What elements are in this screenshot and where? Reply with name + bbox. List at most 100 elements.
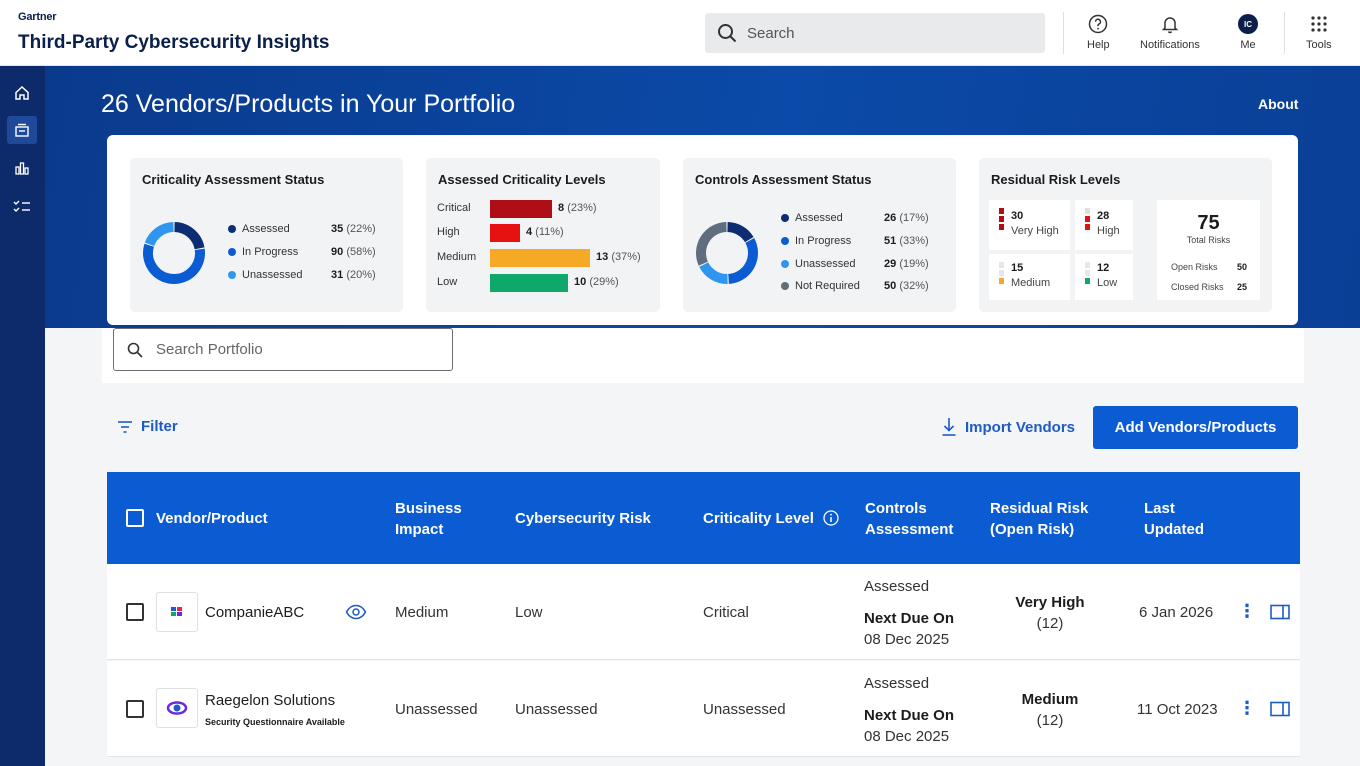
- column-residual-risk[interactable]: Residual Risk (Open Risk): [990, 500, 1089, 538]
- side-panel-icon[interactable]: [1270, 604, 1290, 620]
- top-header: Gartner Third-Party Cybersecurity Insigh…: [0, 0, 1360, 66]
- controls-status-slice-unassessed: [699, 262, 728, 284]
- home-icon: [15, 85, 29, 100]
- controls-status-donut: [696, 222, 758, 284]
- controls-assessment-value: Assessed Next Due On 08 Dec 2025: [864, 578, 955, 648]
- legend-in-progress-value: 90 (58%): [331, 246, 376, 258]
- me-button[interactable]: IC Me: [1238, 14, 1258, 51]
- legend-assessed-value: 35 (22%): [331, 223, 376, 235]
- filter-button[interactable]: Filter: [117, 418, 178, 435]
- criticality-status-slice-assessed: [174, 222, 205, 250]
- controls-status-slice-assessed: [727, 222, 754, 243]
- criticality-status-slice-in-progress: [143, 243, 205, 284]
- legend-unassessed-value: 31 (20%): [331, 269, 376, 281]
- business-impact-value: Medium: [395, 604, 449, 621]
- risk-low[interactable]: 12 Low: [1075, 254, 1133, 300]
- nav-analytics[interactable]: [7, 154, 37, 182]
- business-impact-value: Unassessed: [395, 701, 478, 718]
- risk-high[interactable]: 28 High: [1075, 200, 1133, 250]
- panel-title: Assessed Criticality Levels: [438, 172, 606, 187]
- bar-value-critical: 8 (23%): [558, 202, 597, 214]
- info-icon[interactable]: [823, 510, 839, 526]
- residual-risk-value: Medium (12): [1021, 691, 1079, 729]
- criticality-level-value: Critical: [703, 604, 749, 621]
- vendor-name[interactable]: Raegelon Solutions: [205, 692, 336, 709]
- risk-medium[interactable]: 15 Medium: [989, 254, 1070, 300]
- column-controls-assessment[interactable]: Controls Assessment: [865, 500, 954, 538]
- row-checkbox[interactable]: [126, 700, 144, 718]
- risk-medium-value: 15: [1011, 262, 1024, 274]
- about-link[interactable]: About: [1258, 96, 1299, 112]
- total-risks-box[interactable]: 75 Total Risks Open Risks 50 Closed Risks…: [1157, 200, 1260, 300]
- controls-status-slice-not-required: [696, 222, 727, 266]
- residual-risk-panel[interactable]: Residual Risk Levels 30 Very High 28 Hig…: [979, 158, 1272, 312]
- risk-very-high-value: 30: [1011, 210, 1024, 222]
- vendor-subtitle: Security Questionnaire Available: [205, 717, 345, 727]
- cybersecurity-risk-value: Low: [515, 604, 543, 621]
- table-row[interactable]: CompanieABC Medium Low Critical Assessed…: [107, 564, 1300, 660]
- bar-chart-icon: [15, 162, 29, 175]
- header-divider: [1063, 12, 1064, 54]
- import-vendors-button[interactable]: Import Vendors: [941, 417, 1075, 437]
- vendor-logo: [156, 592, 198, 632]
- tools-button[interactable]: Tools: [1306, 14, 1332, 51]
- me-label: Me: [1240, 39, 1256, 51]
- help-icon: [1089, 14, 1108, 34]
- add-vendors-button[interactable]: Add Vendors/Products: [1093, 406, 1298, 449]
- risk-low-label: Low: [1097, 277, 1118, 289]
- risk-low-value: 12: [1097, 262, 1110, 274]
- global-search-input[interactable]: [747, 24, 1027, 42]
- bar-label-medium: Medium: [437, 251, 477, 263]
- nav-portfolio[interactable]: [7, 116, 37, 144]
- side-panel-icon[interactable]: [1270, 701, 1290, 717]
- notifications-button[interactable]: Notifications: [1140, 14, 1200, 51]
- criticality-status-panel[interactable]: Criticality Assessment Status Assessed 3…: [130, 158, 403, 312]
- table-row[interactable]: Raegelon Solutions Security Questionnair…: [107, 661, 1300, 757]
- controls-status-panel[interactable]: Controls Assessment Status Assessed 26 (…: [683, 158, 956, 312]
- column-criticality-level[interactable]: Criticality Level: [703, 510, 814, 527]
- last-updated-value: 6 Jan 2026: [1139, 604, 1214, 621]
- app-title[interactable]: Third-Party Cybersecurity Insights: [18, 32, 330, 53]
- criticality-level-value: Unassessed: [703, 701, 786, 718]
- import-vendors-label: Import Vendors: [965, 418, 1076, 436]
- page-title: 26 Vendors/Products in Your Portfolio: [101, 90, 516, 118]
- risk-high-value: 28: [1097, 210, 1110, 222]
- risk-medium-label: Medium: [1011, 277, 1051, 289]
- bar-critical: [490, 200, 552, 218]
- column-business-impact[interactable]: Business Impact: [395, 500, 462, 538]
- bar-medium: [490, 249, 590, 267]
- vendor-logo: [156, 688, 198, 728]
- risk-very-high[interactable]: 30 Very High: [989, 200, 1070, 250]
- bar-low: [490, 274, 568, 292]
- nav-home[interactable]: [7, 79, 37, 107]
- legend-unassessed-value: 29 (19%): [884, 258, 929, 270]
- last-updated-value: 11 Oct 2023: [1137, 701, 1218, 718]
- panel-title: Criticality Assessment Status: [142, 172, 325, 187]
- controls-assessment-value: Assessed Next Due On 08 Dec 2025: [864, 675, 955, 745]
- checklist-icon: [13, 200, 30, 212]
- legend-not-required: Not Required: [781, 280, 860, 292]
- row-menu-icon[interactable]: ⋮: [1238, 698, 1256, 718]
- column-cybersecurity-risk[interactable]: Cybersecurity Risk: [515, 510, 651, 527]
- portfolio-search-input[interactable]: [156, 341, 436, 358]
- eye-icon[interactable]: [345, 604, 367, 620]
- global-search[interactable]: [705, 13, 1045, 53]
- bar-label-high: High: [437, 226, 460, 238]
- legend-assessed: Assessed: [781, 212, 843, 224]
- row-checkbox[interactable]: [126, 603, 144, 621]
- select-all-checkbox[interactable]: [126, 509, 144, 527]
- portfolio-search[interactable]: [113, 328, 453, 371]
- nav-tasks[interactable]: [7, 192, 37, 220]
- open-risks: Open Risks 50: [1171, 262, 1247, 272]
- vendor-name[interactable]: CompanieABC: [205, 604, 305, 621]
- column-last-updated[interactable]: Last Updated: [1144, 500, 1204, 538]
- search-icon: [718, 24, 737, 43]
- help-button[interactable]: Help: [1087, 14, 1110, 51]
- row-menu-icon[interactable]: ⋮: [1238, 601, 1256, 621]
- bar-label-low: Low: [437, 276, 458, 288]
- criticality-levels-panel[interactable]: Assessed Criticality Levels Critical 8 (…: [426, 158, 660, 312]
- column-vendor[interactable]: Vendor/Product: [156, 510, 268, 527]
- bell-icon: [1161, 17, 1179, 34]
- closed-risks: Closed Risks 25: [1171, 282, 1247, 292]
- filter-icon: [118, 420, 132, 433]
